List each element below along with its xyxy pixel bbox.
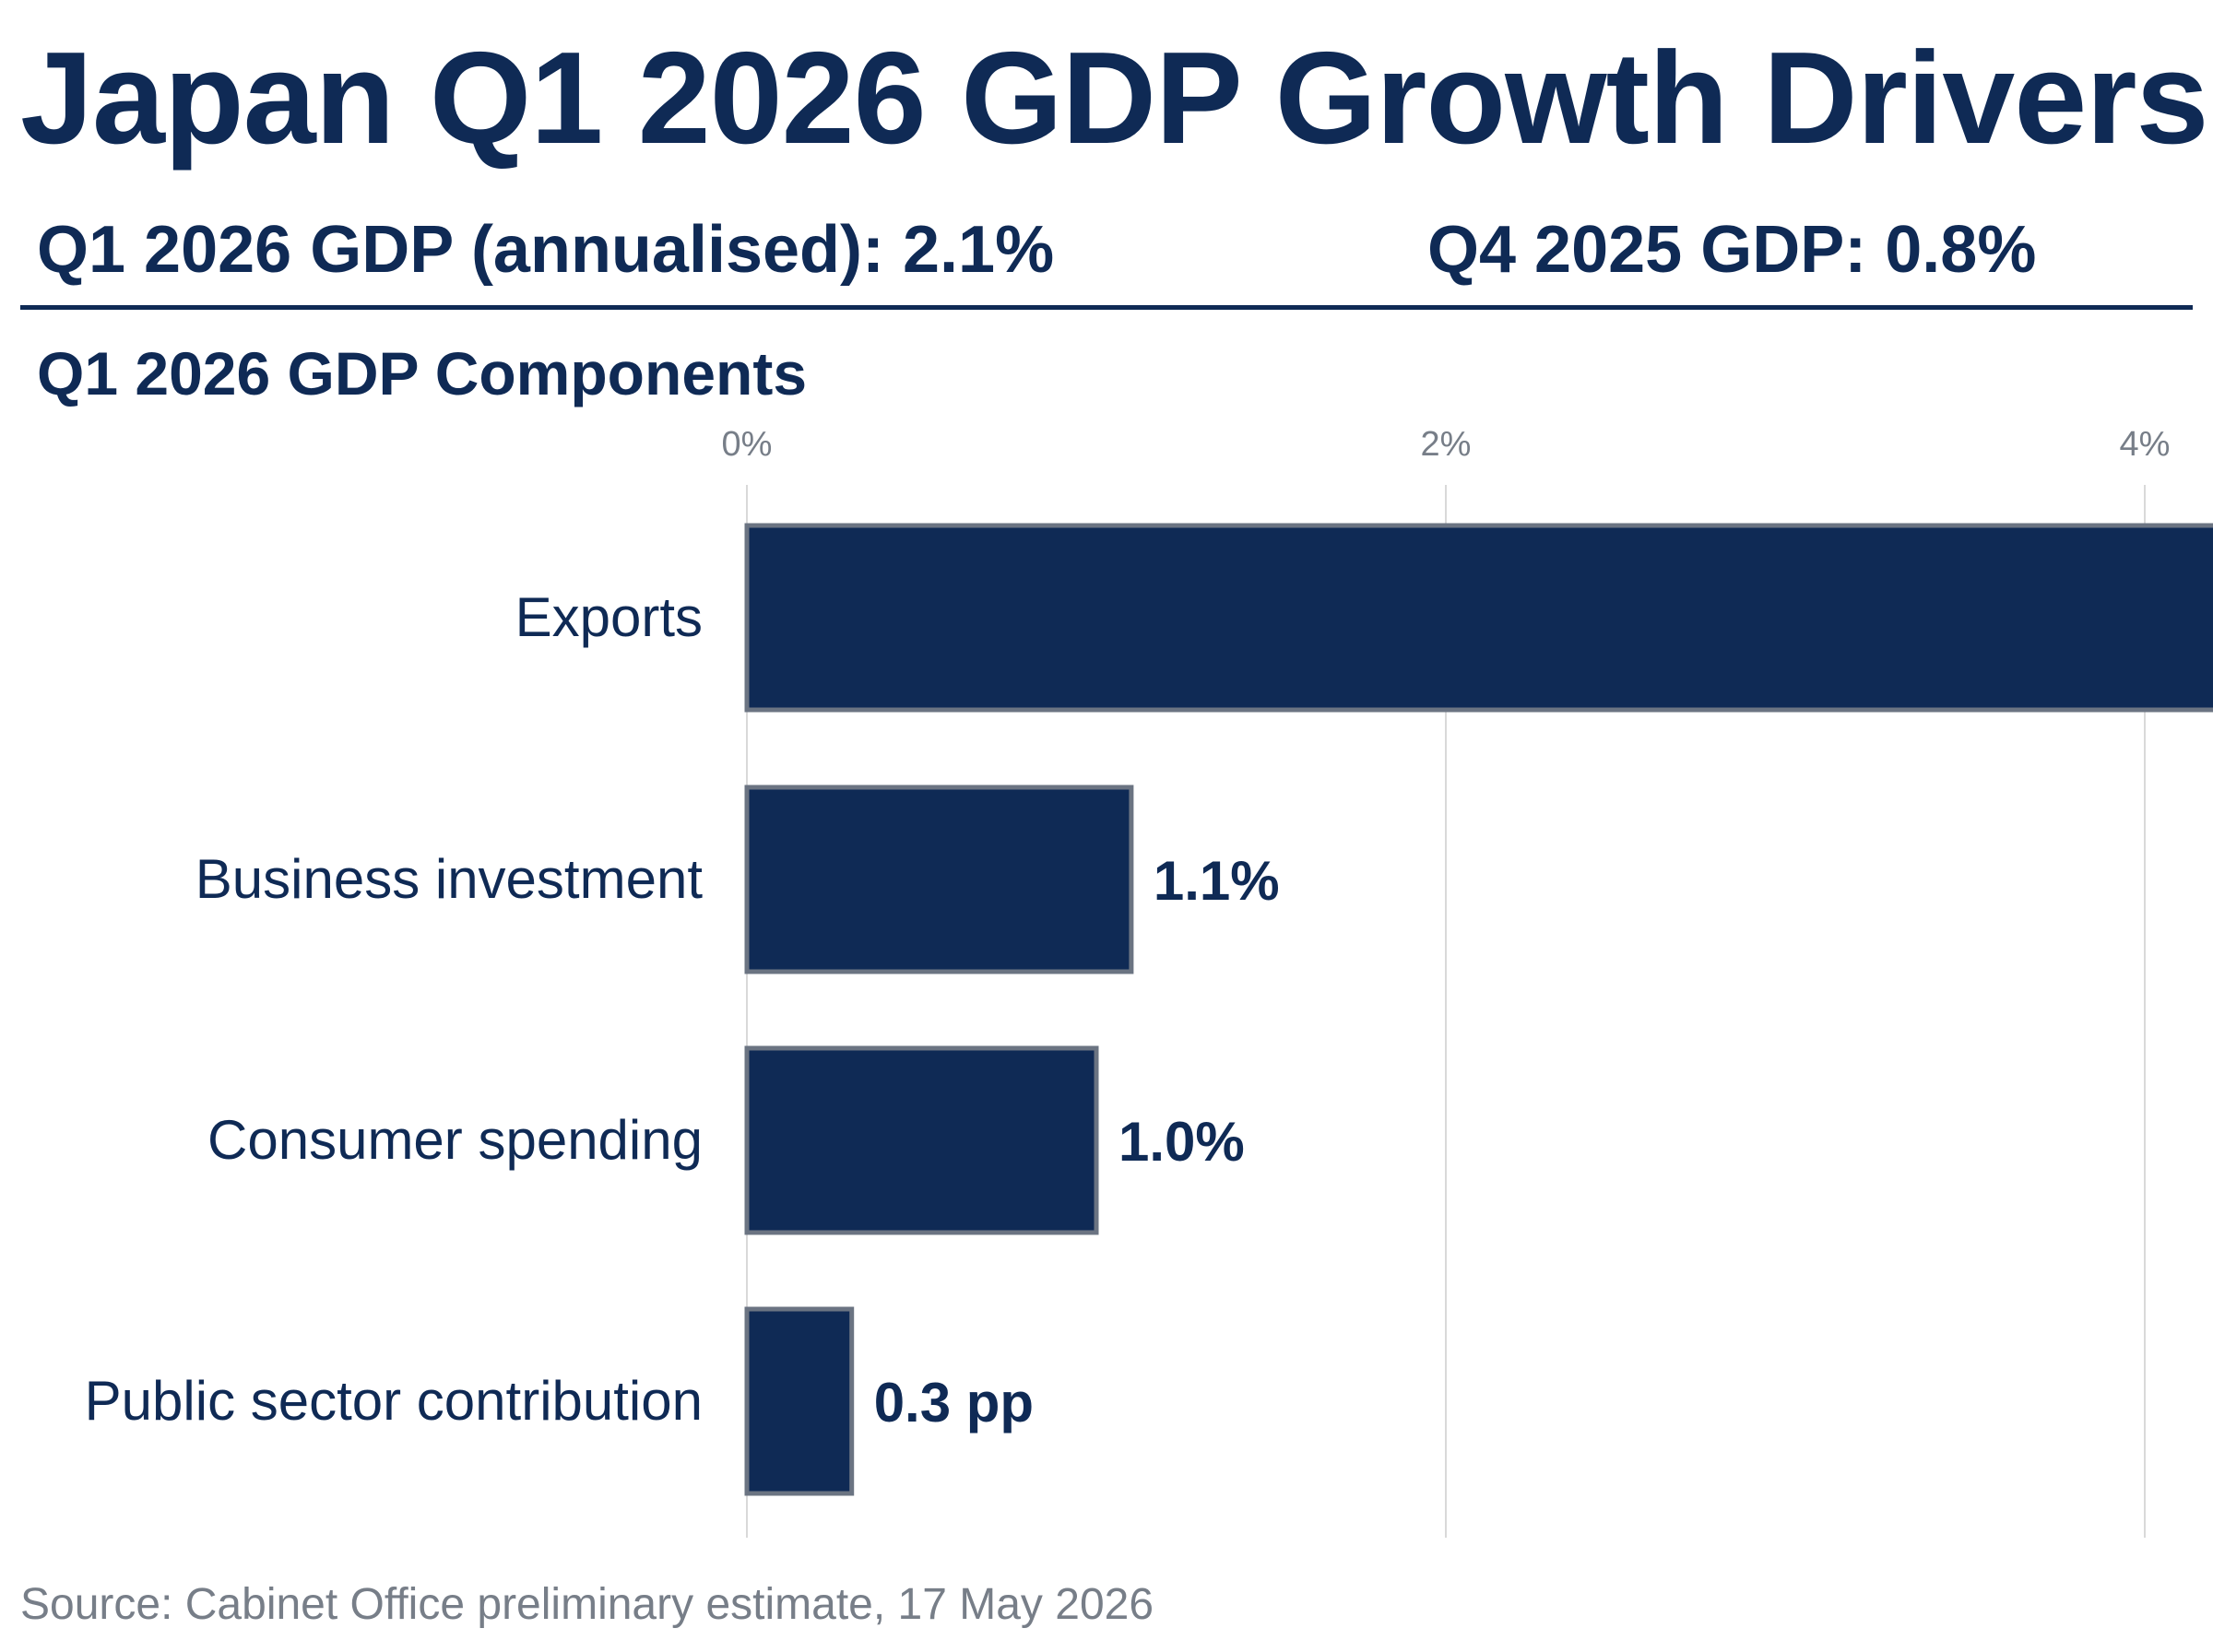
header-divider	[20, 305, 2193, 310]
bar	[744, 1306, 855, 1496]
category-label: Public sector contribution	[85, 1370, 703, 1432]
category-labels: Exports Business investment Consumer spend…	[85, 586, 704, 1432]
value-label: 1.1%	[1154, 850, 1280, 912]
value-label: 1.0%	[1118, 1111, 1245, 1173]
bar	[744, 523, 2213, 713]
category-label: Exports	[515, 586, 703, 648]
x-axis-ticks: 0%2%4%6%8%	[722, 425, 2171, 464]
source-note: Source: Cabinet Office preliminary estim…	[20, 1580, 1154, 1629]
bar	[744, 785, 1134, 974]
x-tick-label: 2%	[1421, 425, 1472, 464]
q1-gdp-kpi: Q1 2026 GDP (annualised): 2.1%	[37, 213, 1055, 287]
bars	[744, 523, 2213, 1496]
chart-section-title: Q1 2026 GDP Components	[37, 339, 808, 407]
value-label: 0.3 pp	[874, 1372, 1034, 1434]
value-labels: 7.1%1.1%1.0%0.3 pp	[874, 850, 1280, 1434]
x-tick-label: 0%	[722, 425, 773, 464]
q4-gdp-kpi: Q4 2025 GDP: 0.8%	[1427, 213, 2037, 287]
x-tick-label: 4%	[2120, 425, 2171, 464]
bar	[744, 1045, 1099, 1235]
category-label: Consumer spending	[207, 1109, 703, 1171]
page-title: Japan Q1 2026 GDP Growth Drivers	[20, 25, 2209, 171]
category-label: Business investment	[195, 848, 704, 910]
